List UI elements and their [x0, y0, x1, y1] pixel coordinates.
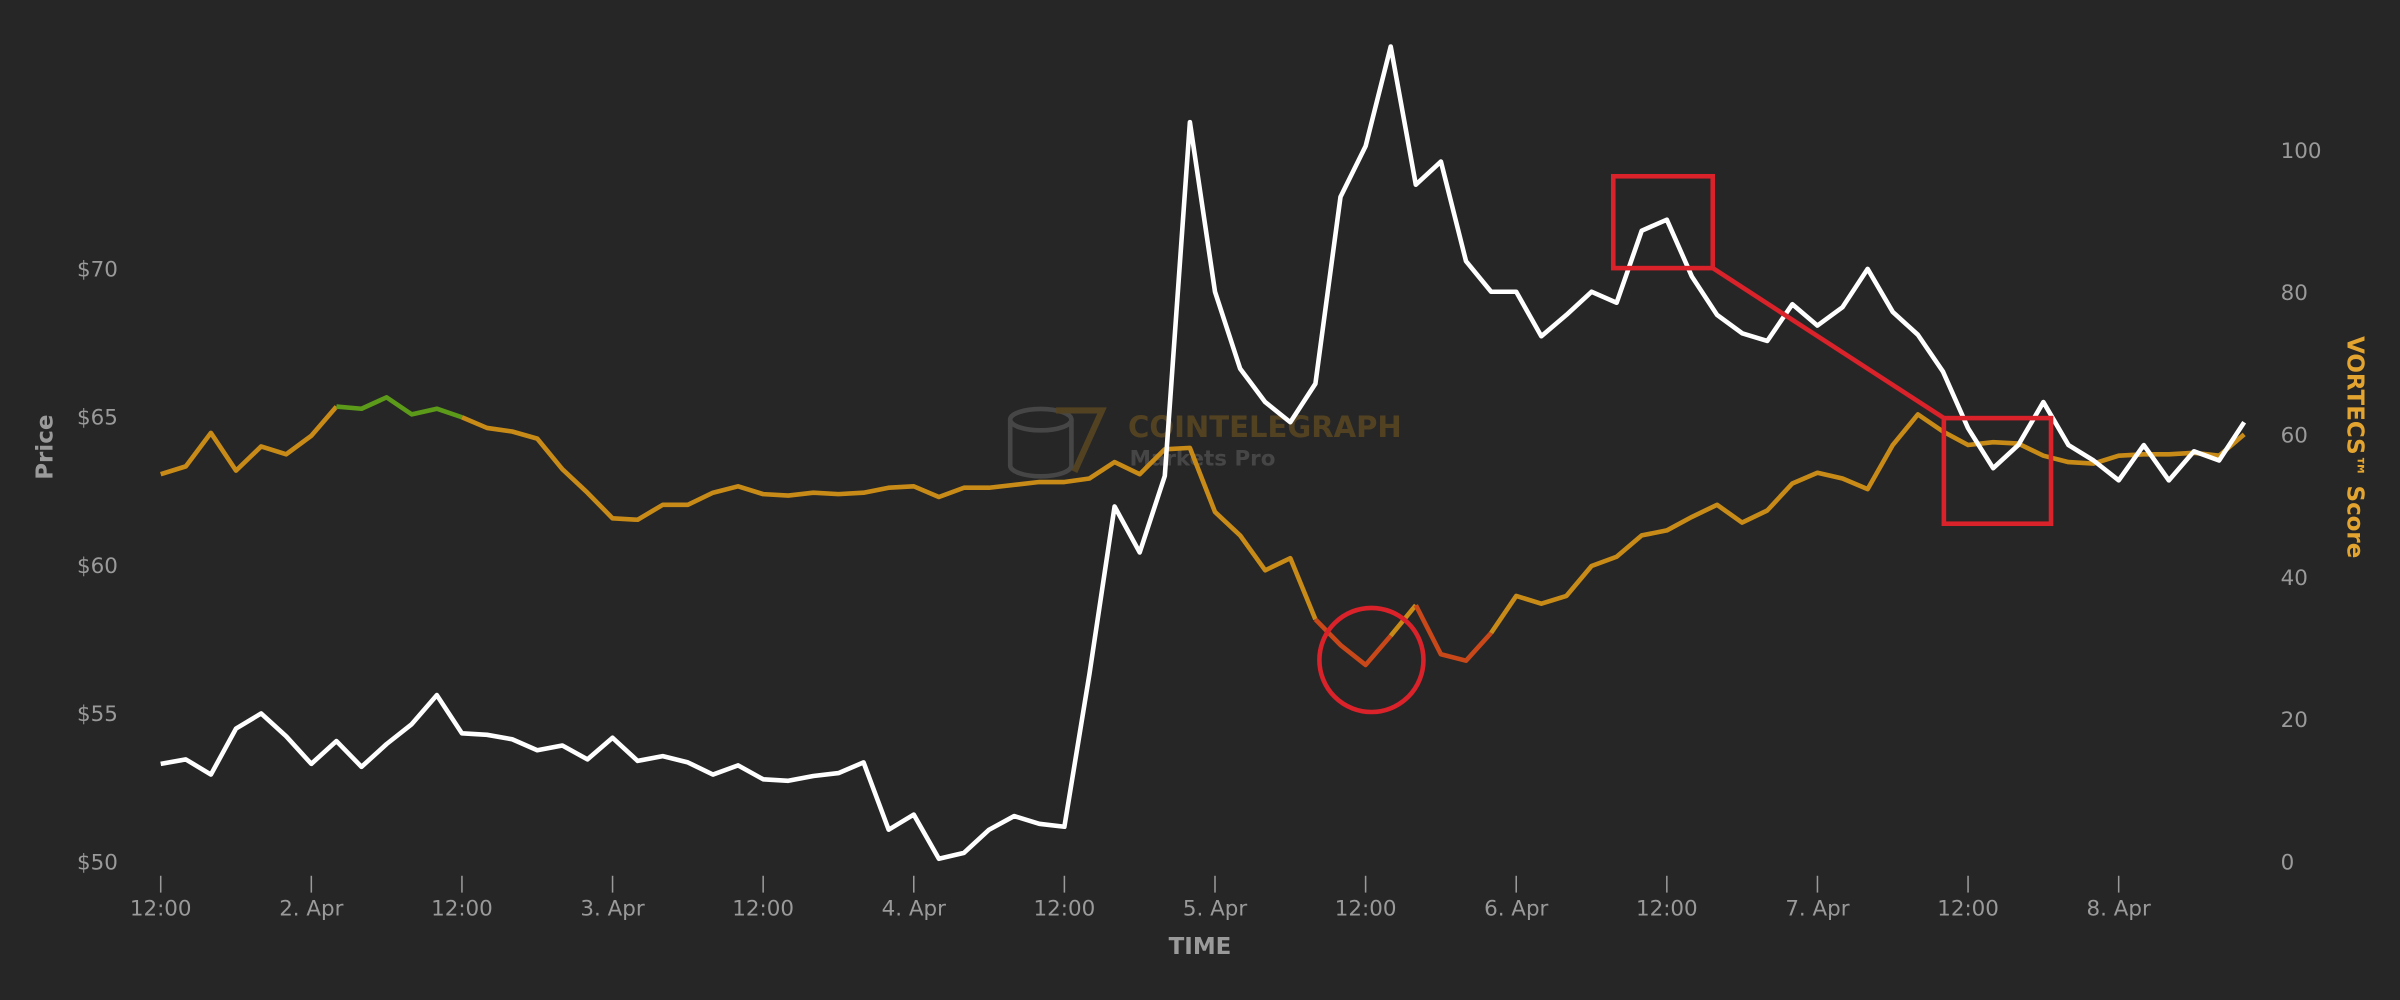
x-tick-label: 2. Apr	[279, 896, 343, 921]
x-tick-label: 12:00	[1636, 896, 1698, 921]
x-tick-label: 6. Apr	[1484, 896, 1548, 921]
x-tick-label: 5. Apr	[1183, 896, 1247, 921]
watermark-brand: COINTELEGRAPH	[1128, 410, 1402, 444]
x-tick-label: 12:00	[1937, 896, 1999, 921]
annotations	[1317, 173, 2054, 715]
y-tick-label: $70	[77, 257, 118, 282]
x-tick-label: 7. Apr	[1785, 896, 1849, 921]
y-tick-label: $60	[77, 554, 118, 579]
plot-area: 12:00 2. Apr 12:00 3. Apr 12:00 4. Apr 12:00 5.…	[77, 44, 2322, 921]
y2-axis-title: VORTECS™ Score	[2342, 336, 2368, 558]
x-tick-label: 12:00	[732, 896, 794, 921]
y-axis-title: Price	[32, 415, 58, 480]
series-line	[461, 415, 1318, 621]
watermark: COINTELEGRAPH Markets Pro	[1007, 406, 1402, 479]
y2-tick-label: 40	[2281, 566, 2308, 591]
x-tick-label: 8. Apr	[2087, 896, 2151, 921]
series-line	[1489, 412, 2246, 635]
watermark-logo	[1056, 407, 1107, 473]
y-tick-label: $65	[77, 406, 118, 431]
x-axis-title: TIME	[1169, 934, 1232, 960]
y2-tick-label: 80	[2281, 281, 2308, 306]
series-line	[336, 395, 463, 420]
series-line	[160, 405, 339, 477]
x-tick-label: 12:00	[1034, 896, 1096, 921]
x-tick-label: 12:00	[1335, 896, 1397, 921]
series-line	[1413, 604, 1493, 663]
series-line	[160, 44, 2247, 862]
y2-tick-label: 0	[2281, 851, 2295, 876]
annotation-connector	[1711, 266, 1946, 421]
annotation-circle	[1317, 605, 1426, 715]
y-tick-label: $55	[77, 702, 118, 727]
x-tick-label: 4. Apr	[882, 896, 946, 921]
y-tick-label: $50	[77, 851, 118, 876]
annotation-box	[1610, 173, 1716, 271]
y2-tick-label: 100	[2281, 139, 2322, 164]
watermark-product: Markets Pro	[1130, 446, 1276, 471]
y2-tick-label: 20	[2281, 708, 2308, 733]
watermark-logo	[1007, 406, 1074, 433]
watermark-logo	[1007, 419, 1074, 479]
annotation-box	[1941, 415, 2054, 527]
x-tick-label: 12:00	[130, 896, 192, 921]
y2-tick-label: 60	[2281, 423, 2308, 448]
x-tick-label: 12:00	[431, 896, 493, 921]
x-tick-label: 3. Apr	[580, 896, 644, 921]
